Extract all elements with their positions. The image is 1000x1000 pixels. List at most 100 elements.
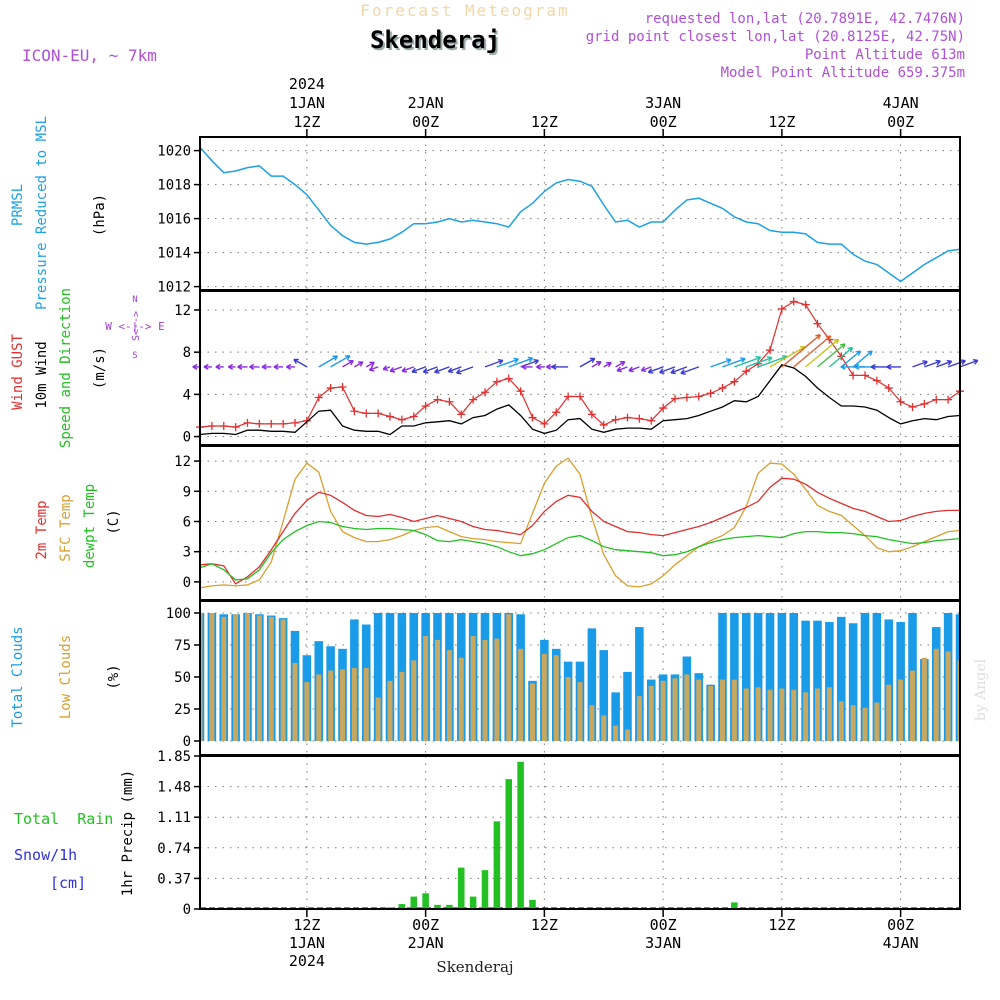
low-clouds-bar	[256, 615, 262, 741]
wind-gust-marker	[255, 419, 264, 428]
temp-sfc-label: SFC Temp	[58, 494, 74, 561]
wind-gust-marker	[433, 395, 442, 404]
wind-gust-marker	[362, 409, 371, 418]
wind-gust-marker	[920, 399, 929, 408]
bottom-time-label: 3JAN	[645, 934, 681, 952]
wind-gust-marker	[374, 409, 383, 418]
wind-arrow	[647, 366, 664, 374]
wind-gust-marker	[659, 404, 668, 413]
low-clouds-bar	[850, 705, 856, 741]
wind-gust-marker	[576, 392, 584, 401]
top-time-label: 2024	[289, 75, 325, 93]
wind-arrow	[389, 366, 403, 373]
total-clouds-bar	[385, 613, 395, 741]
bottom-time-label: 00Z	[887, 916, 914, 934]
wind-arrow	[805, 338, 840, 368]
wind-arrow	[603, 361, 612, 368]
wind-arrow	[793, 335, 832, 368]
footer-location: Skenderaj	[436, 958, 513, 976]
wind-gust-marker	[861, 371, 869, 380]
total-clouds-bar	[777, 613, 787, 741]
pressure-ytick-label: 1012	[157, 280, 191, 296]
wind-arrow	[192, 363, 200, 370]
wind-gust-marker	[766, 346, 774, 355]
low-clouds-bar	[280, 619, 286, 741]
low-clouds-bar	[541, 653, 547, 741]
wind-arrow	[886, 363, 901, 370]
compass-rose: N S<--> S W <-|-> E	[105, 295, 165, 361]
low-clouds-bar	[435, 639, 440, 741]
wind-gust-marker	[671, 394, 679, 403]
low-clouds-bar	[720, 679, 725, 741]
low-clouds-bar	[470, 636, 476, 741]
wind-arrow	[261, 363, 272, 370]
clouds-ytick-label: 75	[174, 638, 191, 654]
bottom-time-label: 12Z	[531, 916, 558, 934]
rain-bar	[505, 779, 513, 909]
total-clouds-bar	[848, 623, 858, 741]
low-clouds-bar	[838, 701, 844, 741]
wind-arrow	[615, 361, 626, 368]
total-clouds-bar	[741, 613, 751, 741]
wind-arrow	[710, 358, 732, 368]
bottom-time-label: 2024	[289, 952, 325, 970]
credit-watermark: by Angel	[973, 658, 989, 721]
rain-bar	[398, 904, 406, 909]
temp-dewpt-label: dewpt Temp	[82, 484, 98, 568]
temp-2m-line	[199, 477, 960, 585]
wind-arrow	[293, 358, 308, 368]
low-clouds-bar	[340, 669, 345, 741]
wind-gust-marker	[599, 420, 608, 429]
wind-gust-marker	[540, 419, 549, 428]
low-clouds-bar	[458, 657, 464, 741]
low-clouds-bar	[245, 613, 250, 741]
wind-gust-marker	[302, 416, 311, 425]
wind-arrow	[273, 363, 284, 370]
wind-ytick-label: 4	[183, 387, 191, 403]
total-clouds-bar	[587, 628, 597, 741]
low-clouds-bar	[910, 670, 915, 741]
wind-arrow	[411, 366, 426, 374]
total-clouds-bar	[765, 613, 775, 741]
compass-we: W <-|-> E	[105, 320, 165, 333]
bottom-time-label: 12Z	[293, 916, 320, 934]
wind-gust-marker	[445, 397, 454, 406]
low-clouds-bar	[803, 692, 809, 741]
clouds-unit: (%)	[106, 664, 122, 689]
wind-gust-marker	[469, 395, 478, 404]
top-time-label: 1JAN	[289, 94, 325, 112]
wind-arrow	[628, 366, 640, 373]
pressure-unit: (hPa)	[92, 194, 108, 236]
pressure-ytick-label: 1018	[157, 178, 191, 194]
wind-gust-marker	[231, 423, 240, 432]
wind-arrow	[521, 363, 533, 370]
low-clouds-bar	[565, 677, 571, 741]
rain-bar	[446, 904, 453, 909]
low-clouds-label: Low Clouds	[58, 635, 74, 719]
wind-unit: (m/s)	[92, 347, 108, 389]
rain-bar	[529, 899, 536, 909]
data-layer	[192, 146, 979, 909]
pressure-ytick-label: 1016	[157, 212, 191, 228]
wind-arrow	[215, 363, 224, 370]
wind-arrow	[640, 366, 652, 372]
wind-arrow	[203, 363, 212, 370]
low-clouds-bar	[268, 616, 274, 741]
wind-arrow	[401, 366, 415, 373]
wind-arrow	[616, 366, 628, 373]
total-clouds-bar	[730, 613, 739, 741]
wind-gust-marker	[350, 407, 359, 416]
wind-arrow	[828, 346, 854, 368]
top-time-label: 00Z	[412, 113, 439, 131]
wind-arrow	[870, 363, 889, 370]
bottom-time-label: 00Z	[412, 916, 439, 934]
low-clouds-bar	[625, 729, 630, 741]
total-clouds-bar	[753, 613, 763, 741]
total-clouds-bar	[635, 627, 644, 741]
wind-gust-marker	[314, 393, 323, 402]
wind-arrow	[249, 363, 260, 370]
total-clouds-bar	[623, 671, 632, 741]
wind-gust-marker	[338, 382, 347, 391]
wind-gust-marker	[849, 371, 858, 380]
